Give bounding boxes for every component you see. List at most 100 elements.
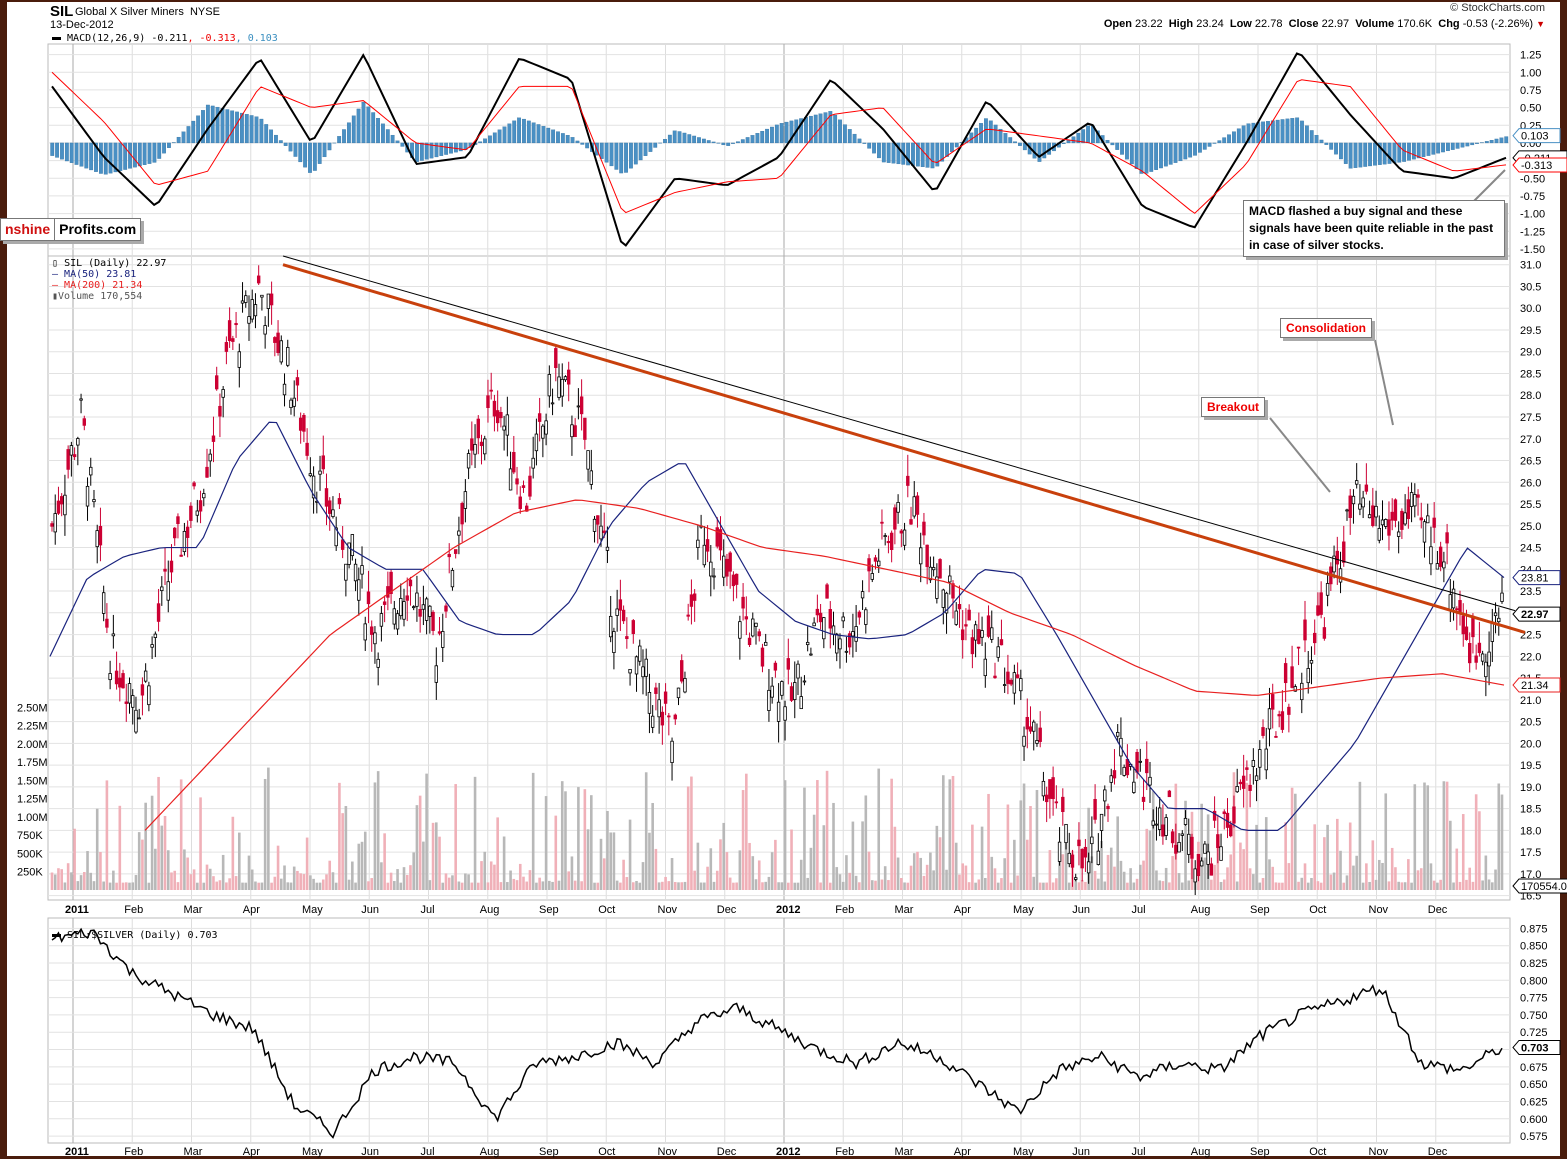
candle-body	[173, 527, 177, 539]
macd-histogram-bar	[1139, 142, 1144, 174]
volume-bar	[874, 880, 877, 890]
volume-bar	[1006, 804, 1010, 890]
macd-histogram-bar	[575, 140, 580, 144]
volume-bar	[1449, 820, 1452, 890]
macd-histogram-bar	[697, 137, 701, 144]
macd-legend-signal: -0.313	[199, 33, 236, 44]
volume-bar	[212, 876, 215, 890]
volume-bar	[625, 877, 629, 890]
volume-bar	[848, 872, 851, 890]
macd-histogram-bar	[522, 118, 526, 144]
price-tick-label: 21.0	[1520, 695, 1541, 707]
macd-histogram-bar	[1168, 142, 1173, 165]
candle-body	[638, 645, 642, 662]
macd-histogram-bar	[813, 114, 818, 144]
volume-bar	[812, 814, 816, 890]
candle-body	[1309, 660, 1314, 664]
candle-body	[1015, 674, 1020, 679]
macd-histogram-bar	[1202, 142, 1207, 150]
volume-bar	[670, 858, 674, 890]
macd-histogram-bar	[137, 142, 142, 167]
volume-bar	[102, 881, 105, 890]
macd-histogram-bar	[877, 142, 881, 159]
candle-body	[153, 633, 158, 638]
volume-bar	[667, 881, 671, 890]
volume-bar	[661, 881, 664, 890]
volume-bar	[1077, 882, 1081, 890]
volume-bar	[929, 852, 932, 890]
ratio-panel-frame	[47, 917, 1511, 1144]
volume-bar	[1329, 874, 1333, 890]
volume-bar	[1055, 878, 1058, 890]
volume-bar	[774, 839, 777, 890]
candle-body	[738, 621, 742, 639]
volume-bar	[1478, 811, 1481, 890]
macd-histogram-bar	[64, 142, 69, 162]
candle-body	[466, 453, 471, 469]
volume-value-tag-box	[1512, 878, 1567, 894]
candle-body	[1484, 661, 1488, 678]
ratio-x-axis-label: Oct	[598, 1146, 615, 1158]
candle-body	[247, 316, 251, 324]
candle-body	[592, 518, 597, 532]
candle-body	[1190, 836, 1194, 859]
candle-body	[353, 563, 358, 582]
candle-body	[370, 626, 374, 635]
volume-bar	[1245, 782, 1249, 890]
volume-bar	[66, 863, 70, 890]
signal-value-tag-box	[1512, 157, 1567, 173]
candle-body	[405, 595, 409, 601]
candle-body	[1342, 541, 1346, 563]
volume-bar	[680, 882, 684, 890]
candle-body	[1474, 655, 1478, 663]
price-legend: ▯ SIL (Daily) 22.97 — MA(50) 23.81 — MA(…	[52, 258, 166, 302]
candle-body	[82, 418, 86, 426]
candle-body	[463, 491, 468, 509]
macd-histogram-bar	[1227, 134, 1231, 144]
volume-bar	[1025, 839, 1029, 890]
logo-part2: Profits.com	[59, 221, 137, 237]
volume-bar	[157, 776, 160, 890]
candle-body	[851, 631, 855, 637]
volume-bar	[1339, 850, 1342, 890]
candle-body	[702, 544, 707, 566]
volume-bar	[1229, 854, 1233, 890]
volume-bar	[480, 861, 483, 890]
candle-body	[889, 532, 894, 550]
breakout-pointer	[1269, 417, 1331, 493]
volume-bar	[1171, 856, 1174, 890]
candle-body	[1261, 727, 1265, 736]
price-legend-ma50: — MA(50) 23.81	[52, 269, 137, 280]
volume-bar	[63, 882, 67, 890]
macd-histogram-bar	[993, 124, 998, 144]
volume-bar	[221, 854, 225, 890]
candle-body	[1193, 868, 1197, 883]
candle-body	[1161, 824, 1165, 837]
candle-body	[786, 658, 791, 670]
candle-body	[1258, 749, 1262, 768]
candle-body	[512, 452, 516, 473]
candle-body	[66, 449, 70, 470]
price-tick-label: 18.5	[1520, 804, 1541, 816]
volume-bar	[515, 880, 519, 890]
macd-histogram-bar	[308, 142, 312, 173]
candle-body	[560, 378, 564, 397]
ratio-x-axis-label: Sep	[539, 1146, 559, 1158]
macd-histogram-bar	[1450, 142, 1455, 150]
candle-body	[957, 603, 962, 610]
volume-bar	[1497, 783, 1501, 890]
volume-bar	[1119, 860, 1123, 890]
price-legend-sil: ▯ SIL (Daily) 22.97	[52, 258, 166, 269]
candle-body	[544, 420, 548, 435]
hist-value-tag: 0.103	[1521, 131, 1549, 143]
volume-bar	[703, 882, 706, 890]
macd-histogram-bar	[1261, 121, 1266, 144]
candle-body	[134, 709, 138, 733]
macd-tick-label: 0.75	[1520, 85, 1541, 97]
volume-bar	[1042, 882, 1045, 890]
close-label: Close	[1288, 18, 1319, 30]
macd-histogram-bar	[337, 136, 342, 144]
candle-body	[1448, 594, 1453, 611]
candle-body	[999, 639, 1004, 646]
candle-body	[1064, 823, 1068, 844]
